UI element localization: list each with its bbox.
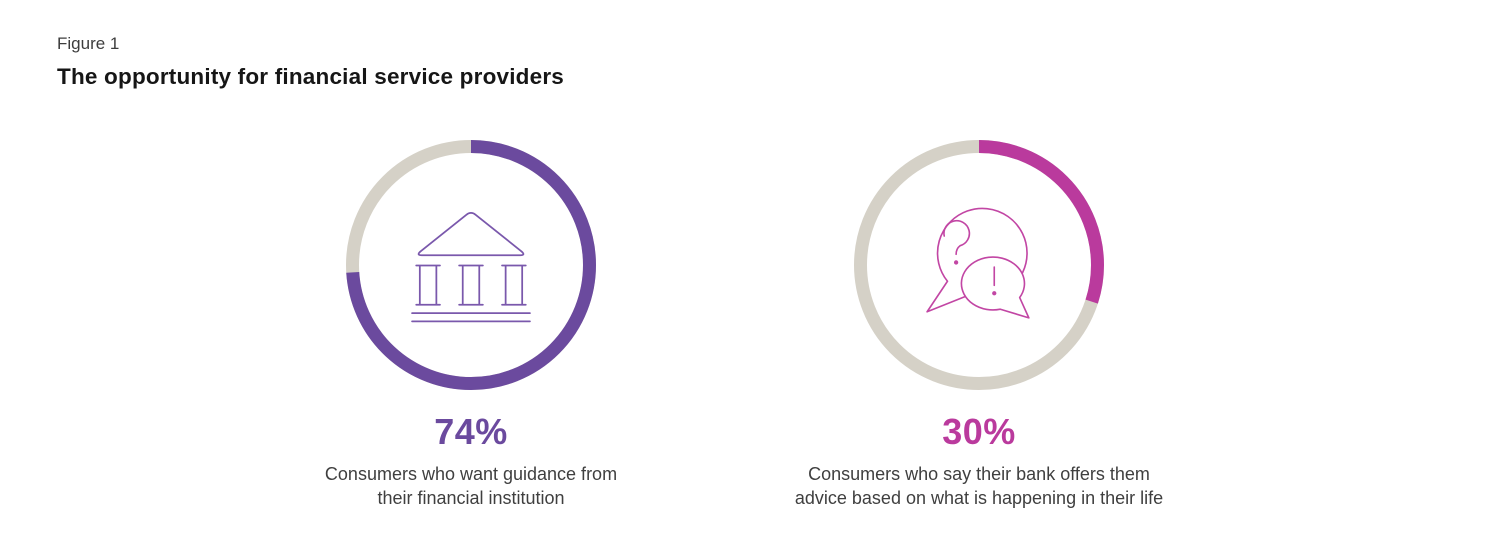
donut-arc xyxy=(854,140,1104,390)
figure-title: The opportunity for financial service pr… xyxy=(57,64,565,89)
stat-value-advice: 30% xyxy=(942,411,1016,452)
stat-guidance: 74% Consumers who want guidance from the… xyxy=(221,140,721,510)
figure-header: Figure 1 The opportunity for financial s… xyxy=(0,0,1500,90)
figure-label: Figure 1 xyxy=(57,34,120,53)
donut-ring-guidance xyxy=(346,140,596,390)
stat-caption-guidance: Consumers who want guidance from their f… xyxy=(324,464,618,508)
question-exclamation-chat-icon xyxy=(926,207,1030,319)
stats-row: 74% Consumers who want guidance from the… xyxy=(0,140,1500,510)
stat-caption-advice: Consumers who say their bank offers them… xyxy=(794,464,1164,508)
donut-ring-advice xyxy=(854,140,1104,390)
donut-arc xyxy=(346,140,596,390)
stat-value-guidance: 74% xyxy=(434,411,508,452)
donut-chart-advice xyxy=(854,140,1104,390)
donut-chart-guidance xyxy=(346,140,596,390)
stat-advice: 30% Consumers who say their bank offers … xyxy=(729,140,1229,510)
bank-icon xyxy=(411,212,531,323)
